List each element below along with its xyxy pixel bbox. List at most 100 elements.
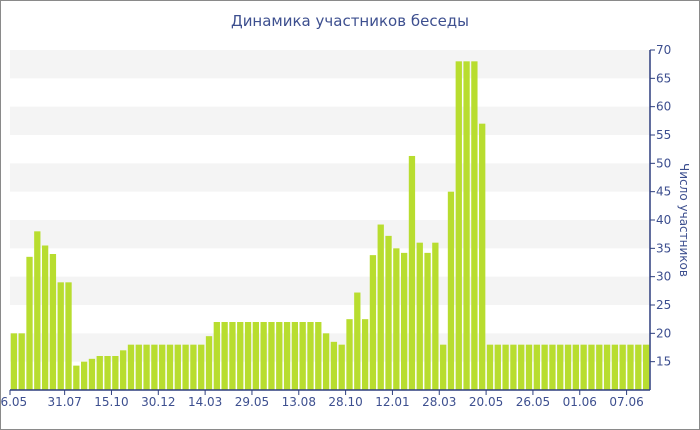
bar [252, 322, 259, 390]
bar [41, 245, 49, 390]
bar [205, 336, 213, 390]
bar [104, 356, 111, 390]
bar [588, 344, 595, 390]
bar [361, 319, 369, 390]
bar [174, 344, 181, 390]
bar [346, 319, 353, 390]
bar [221, 322, 228, 390]
bar [65, 282, 72, 390]
bar [541, 344, 548, 390]
bar [572, 344, 579, 390]
bar [424, 252, 431, 390]
bar [159, 344, 166, 390]
bar [619, 344, 626, 390]
bar [166, 344, 174, 390]
grid-band [10, 106, 650, 135]
bar [268, 322, 275, 390]
bar [455, 61, 462, 390]
bar [486, 344, 494, 390]
bar [471, 61, 478, 390]
bar [635, 344, 642, 390]
bar [182, 344, 189, 390]
bar [120, 350, 127, 390]
grid-band [10, 276, 650, 305]
y-tick-label: 60 [656, 100, 671, 114]
bar [338, 344, 345, 390]
bar [408, 155, 416, 390]
bar [276, 322, 283, 390]
grid-band [10, 220, 650, 249]
bar [494, 344, 501, 390]
bar [400, 252, 408, 390]
bar [502, 344, 509, 390]
bar [73, 365, 80, 390]
bar [237, 322, 244, 390]
y-tick-label: 65 [656, 71, 671, 85]
bar [96, 356, 103, 390]
bar [385, 235, 392, 390]
bar [354, 292, 361, 390]
bar [307, 322, 314, 390]
bar [57, 282, 64, 390]
bar [549, 344, 556, 390]
bar [518, 344, 525, 390]
bar [127, 344, 135, 390]
x-tick-label: 07.06 [609, 395, 643, 409]
x-tick-label: 31.07 [47, 395, 81, 409]
bar [198, 344, 205, 390]
y-tick-label: 25 [656, 298, 671, 312]
x-tick-label: 28.03 [422, 395, 456, 409]
bar [533, 344, 540, 390]
bar [49, 254, 57, 390]
x-tick-label: 30.12 [141, 395, 175, 409]
bar [580, 344, 587, 390]
y-tick-label: 55 [656, 128, 671, 142]
bar [330, 341, 338, 390]
y-tick-label: 35 [656, 241, 671, 255]
bar [34, 231, 41, 390]
bar [88, 358, 96, 390]
bar [18, 333, 25, 390]
x-tick-label: 15.10 [94, 395, 128, 409]
y-tick-label: 45 [656, 185, 671, 199]
y-tick-label: 30 [656, 270, 671, 284]
bar [432, 242, 439, 390]
bar [322, 333, 330, 390]
bar [627, 344, 634, 390]
bar [80, 361, 88, 390]
x-tick-label: 28.10 [328, 395, 362, 409]
bar [447, 191, 455, 390]
x-tick-label: 26.05 [516, 395, 550, 409]
bar [291, 322, 299, 390]
bar [377, 224, 384, 390]
bar [463, 61, 470, 390]
bar [525, 344, 533, 390]
bar [260, 322, 267, 390]
bar [229, 322, 236, 390]
y-tick-label: 20 [656, 326, 671, 340]
bar [244, 322, 252, 390]
y-tick-label: 40 [656, 213, 671, 227]
bar [596, 344, 603, 390]
x-tick-label: 20.05 [469, 395, 503, 409]
bar [416, 242, 423, 390]
bar [26, 256, 33, 390]
bar [190, 344, 197, 390]
bar [642, 344, 650, 390]
bar [299, 322, 306, 390]
x-tick-label: 12.01 [375, 395, 409, 409]
x-tick-label: 16.05 [0, 395, 27, 409]
x-tick-label: 14.03 [188, 395, 222, 409]
bar [213, 322, 220, 390]
bar [393, 248, 400, 390]
bar [510, 344, 517, 390]
bar [135, 344, 142, 390]
y-tick-label: 15 [656, 355, 671, 369]
grid-band [10, 50, 650, 79]
x-tick-label: 13.08 [282, 395, 316, 409]
bar [283, 322, 291, 390]
chart-title: Динамика участников беседы [230, 12, 470, 30]
bar [611, 344, 619, 390]
bar [369, 255, 377, 390]
